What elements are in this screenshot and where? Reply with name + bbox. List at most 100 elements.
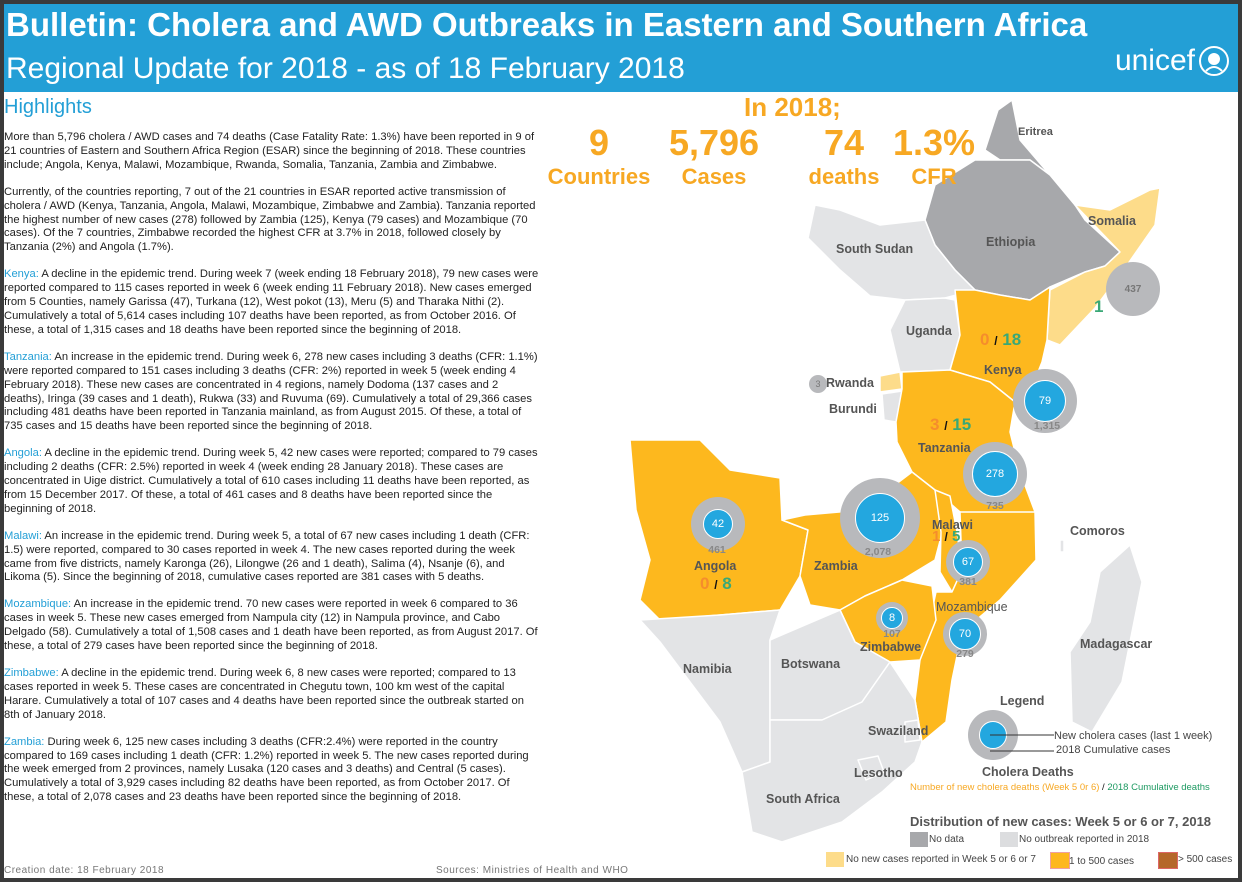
label-uganda: Uganda	[906, 324, 952, 338]
stat-label: CFR	[911, 164, 957, 189]
country-text: An increase in the epidemic trend. 70 ne…	[4, 598, 538, 653]
legend-no-outbreak: No outbreak reported in 2018	[1019, 834, 1150, 845]
label-madagascar: Madagascar	[1080, 637, 1153, 651]
legend-cumulative-cases: 2018 Cumulative cases	[1056, 744, 1171, 756]
country-text: An increase in the epidemic trend. Durin…	[4, 350, 538, 433]
legend-new-cases: New cholera cases (last 1 week)	[1054, 730, 1213, 742]
legend-distribution-title: Distribution of new cases: Week 5 or 6 o…	[910, 814, 1212, 829]
stat-deaths: 74 deaths	[794, 122, 894, 190]
stat-value: 1.3%	[892, 122, 976, 163]
case-circle-angola: 42	[691, 497, 745, 551]
stat-label: deaths	[808, 164, 880, 189]
label-comoros: Comoros	[1070, 524, 1125, 538]
legend-no-data: No data	[929, 834, 965, 845]
deaths-tanzania: 3 / 15	[930, 415, 971, 435]
case-circle-rwanda: 3	[809, 375, 827, 393]
new-cases: 79	[1024, 380, 1066, 422]
stat-cfr: 1.3% CFR	[884, 122, 984, 190]
separator: /	[994, 334, 998, 348]
separator: /	[944, 530, 948, 544]
case-circle-zambia: 125	[840, 478, 920, 558]
swatch-no-outbreak	[1000, 832, 1018, 847]
cumulative-deaths: 15	[952, 415, 972, 434]
legend-leader-lines	[990, 734, 1054, 752]
country-paragraph-malawi: Malawi: An increase in the epidemic tren…	[4, 530, 540, 586]
stat-label: Countries	[547, 164, 651, 189]
legend-no-new-cases: No new cases reported in Week 5 or 6 or …	[846, 854, 1036, 865]
new-deaths: 1	[932, 528, 941, 545]
stat-value: 9	[588, 122, 610, 163]
cumulative-cases-tanzania: 735	[986, 500, 1004, 512]
country-name: Angola:	[4, 447, 42, 460]
country-paragraph-mozambique: Mozambique: An increase in the epidemic …	[4, 598, 540, 654]
case-circle-kenya: 79	[1013, 369, 1077, 433]
country-paragraph-zimbabwe: Zimbabwe: A decline in the epidemic tren…	[4, 667, 540, 723]
country-paragraph-kenya: Kenya: A decline in the epidemic trend. …	[4, 268, 540, 338]
country-swaziland	[904, 719, 921, 743]
deaths-angola: 0 / 8	[700, 574, 732, 594]
country-text: During week 6, 125 new cases including 3…	[4, 735, 529, 804]
swatch-no-data	[910, 832, 928, 847]
header-banner: Bulletin: Cholera and AWD Outbreaks in E…	[4, 4, 1238, 92]
country-text: A decline in the epidemic trend. During …	[4, 667, 524, 721]
new-deaths: 3	[930, 415, 940, 434]
case-circle-mozambique: 70	[943, 612, 987, 656]
legend-deaths-cum: 2018 Cumulative deaths	[1107, 782, 1210, 793]
country-name: Mozambique:	[4, 598, 72, 611]
label-tanzania: Tanzania	[918, 441, 971, 455]
country-comoros	[1059, 539, 1065, 553]
new-cases: 8	[881, 607, 903, 629]
swatch-no-new-cases	[826, 852, 844, 867]
deaths-malawi: 1 / 5	[932, 528, 960, 545]
cumulative-cases-zimbabwe: 107	[883, 628, 901, 640]
label-zambia: Zambia	[814, 559, 858, 573]
case-circle-malawi: 67	[946, 540, 990, 584]
creation-date: Creation date: 18 February 2018	[4, 865, 165, 876]
country-madagascar	[1069, 544, 1143, 733]
cumulative-cases-zambia: 2,078	[864, 546, 892, 558]
sources: Sources: Ministries of Health and WHO	[436, 865, 629, 876]
country-paragraph-angola: Angola: A decline in the epidemic trend.…	[4, 447, 540, 517]
label-lesotho: Lesotho	[854, 766, 903, 780]
new-cases: 67	[953, 547, 983, 577]
label-somalia: Somalia	[1088, 214, 1136, 228]
label-mozambique: Mozambique	[936, 600, 1008, 614]
stat-cases: 5,796 Cases	[659, 122, 769, 190]
label-swaziland: Swaziland	[868, 724, 929, 738]
stat-countries: 9 Countries	[544, 122, 654, 190]
legend-deaths-sep: /	[1099, 782, 1108, 793]
unicef-logo: unicef	[1115, 44, 1230, 78]
cumulative-deaths: 18	[1002, 330, 1022, 349]
label-south-sudan: South Sudan	[836, 242, 914, 256]
intro-paragraph: Currently, of the countries reporting, 7…	[4, 185, 536, 254]
label-ethiopia: Ethiopia	[986, 235, 1036, 249]
highlights-heading: Highlights	[4, 96, 92, 118]
country-text: A decline in the epidemic trend. During …	[4, 447, 538, 515]
legend-over-500: > 500 cases	[1178, 854, 1233, 865]
stat-label: Cases	[681, 164, 747, 189]
legend-title: Legend	[1000, 694, 1045, 708]
bulletin-subtitle: Regional Update for 2018 - as of 18 Febr…	[6, 52, 685, 85]
label-namibia: Namibia	[683, 662, 732, 676]
label-rwanda: Rwanda	[826, 376, 874, 390]
cumulative-cases-malawi: 381	[959, 576, 977, 588]
case-circle-zimbabwe: 8	[876, 602, 908, 634]
swatch-1-500	[1050, 852, 1070, 869]
bulletin-page: Bulletin: Cholera and AWD Outbreaks in E…	[4, 4, 1238, 878]
unicef-emblem-icon	[1199, 46, 1229, 76]
label-burundi: Burundi	[829, 402, 877, 416]
legend-1-500: 1 to 500 cases	[1069, 856, 1135, 867]
new-cases: 125	[855, 493, 905, 543]
cumulative-cases: 437	[1124, 283, 1142, 295]
legend-deaths-new: Number of new cholera deaths (Week 5 0r …	[910, 782, 1100, 793]
label-botswana: Botswana	[781, 657, 841, 671]
country-paragraph-tanzania: Tanzania: An increase in the epidemic tr…	[4, 351, 540, 434]
stats-heading: In 2018;	[744, 92, 841, 122]
bulletin-title: Bulletin: Cholera and AWD Outbreaks in E…	[6, 6, 1088, 43]
case-circle-tanzania: 278	[963, 442, 1027, 506]
stat-value: 5,796	[668, 122, 760, 163]
swatch-over-500	[1158, 852, 1178, 869]
new-deaths: 0	[980, 330, 990, 349]
new-cases: 70	[949, 618, 981, 650]
separator: /	[714, 578, 718, 592]
